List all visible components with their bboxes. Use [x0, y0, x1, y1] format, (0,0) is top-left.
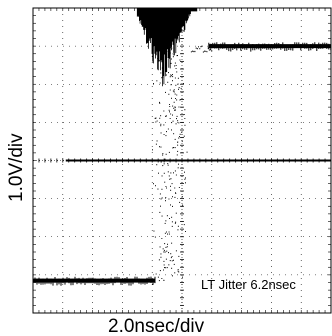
low-level-trace-noise	[32, 276, 156, 286]
overshoot-burst	[136, 8, 198, 87]
high-level-trace-noise	[208, 42, 332, 52]
jitter-annotation: LT Jitter 6.2nsec	[201, 277, 296, 292]
y-axis-label: 1.0V/div	[6, 133, 27, 202]
jitter-transition-dots	[152, 47, 188, 282]
low-level-trace	[33, 278, 156, 283]
high-level-trace	[208, 44, 331, 49]
burst-tail-dots	[190, 45, 214, 53]
waveform-traces	[32, 8, 332, 286]
x-axis-label: 2.0nsec/div	[108, 316, 205, 336]
